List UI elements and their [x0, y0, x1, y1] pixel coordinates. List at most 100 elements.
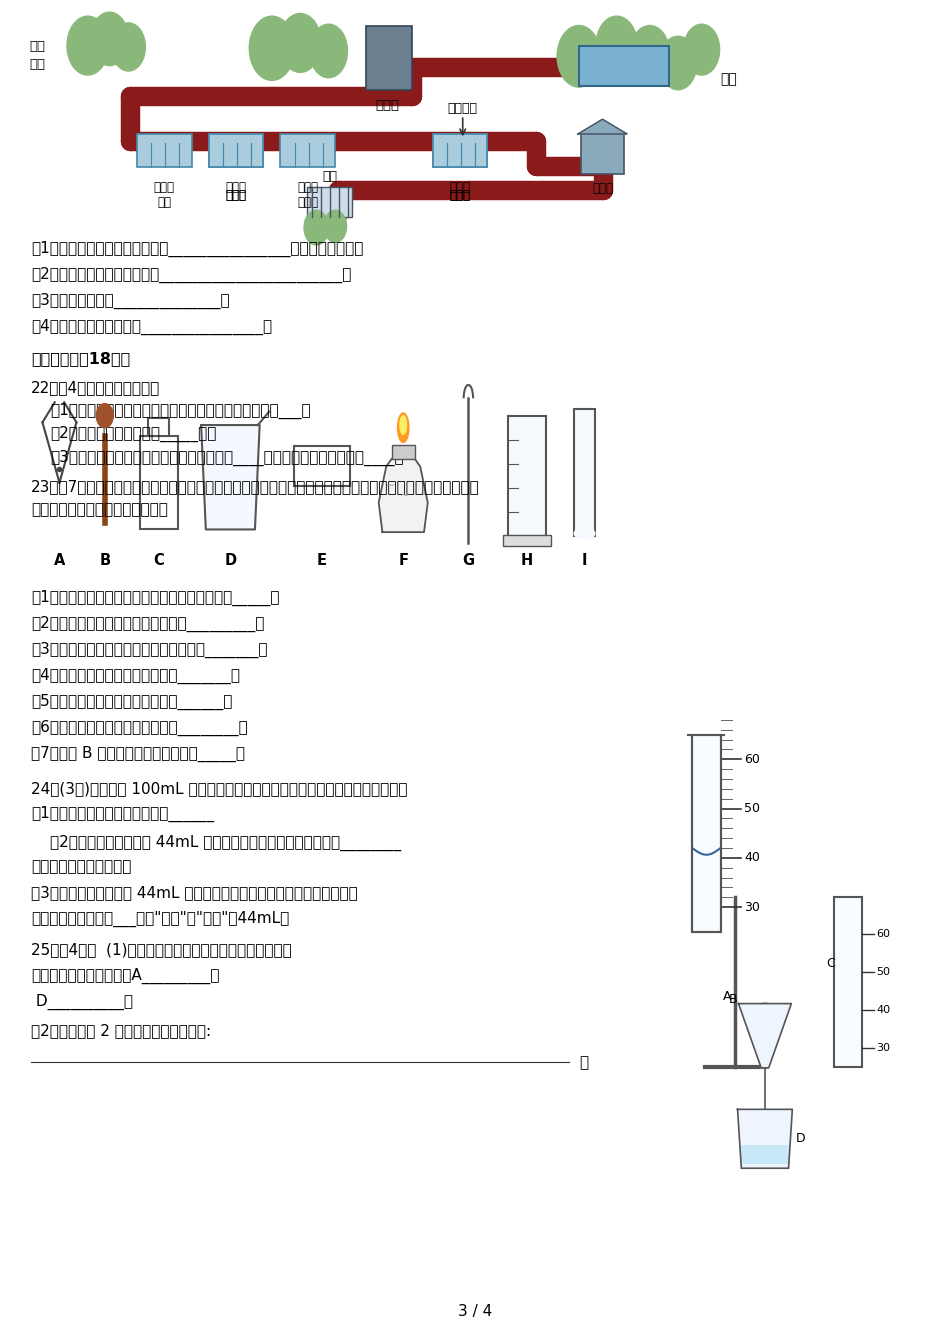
Bar [580, 134, 624, 175]
Text: （3）活性炭作用是______________；: （3）活性炭作用是______________； [31, 293, 230, 309]
Text: （1）自来水厂采用的净水方法有________________（答一个即可）；: （1）自来水厂采用的净水方法有________________（答一个即可）； [31, 241, 364, 257]
Text: （2）加絮凝剂（明矾）作用是________________________；: （2）加絮凝剂（明矾）作用是________________________； [31, 267, 352, 284]
Text: 〔3〕如果该同学在量取 44mL 该液体时，没有保持视线水平，而是仰视，: 〔3〕如果该同学在量取 44mL 该液体时，没有保持视线水平，而是仰视， [31, 886, 358, 900]
Text: I: I [581, 552, 587, 567]
Bar [694, 848, 719, 930]
Text: 择实验所用仪器的标号填在横线上: 择实验所用仪器的标号填在横线上 [31, 503, 168, 517]
Bar [137, 134, 192, 168]
Circle shape [684, 24, 719, 75]
Text: 23、〔7分〕掌握化学实验中常用仪器的特征和用途，有利于开展学习和研究．请从以下常见仪器图示中，选: 23、〔7分〕掌握化学实验中常用仪器的特征和用途，有利于开展学习和研究．请从以下… [31, 478, 480, 495]
Circle shape [249, 16, 294, 81]
Text: 〔2分〕图中有 2 处错误，说明改正方法:: 〔2分〕图中有 2 处错误，说明改正方法: [31, 1024, 211, 1039]
Bar [504, 535, 551, 546]
Text: C: C [153, 552, 164, 567]
Bar [834, 896, 863, 1067]
Text: 过滤池: 过滤池 [225, 181, 247, 194]
Bar [579, 46, 669, 86]
Bar [367, 26, 411, 90]
Bar [280, 134, 335, 168]
Text: 水库: 水库 [720, 73, 737, 86]
Text: 〔2〕该同学假设要量取 44mL 的液体，在上面的根底上，应该用________: 〔2〕该同学假设要量取 44mL 的液体，在上面的根底上，应该用________ [50, 835, 401, 851]
Text: D__________。: D__________。 [31, 995, 133, 1011]
Text: G: G [463, 552, 474, 567]
Text: E: E [317, 552, 327, 567]
Circle shape [67, 16, 108, 75]
Bar [693, 735, 720, 931]
Text: B: B [729, 993, 738, 1007]
Text: 〔2〕试管夹夹在离试管口_____处；: 〔2〕试管夹夹在离试管口_____处； [50, 426, 217, 442]
Ellipse shape [574, 528, 595, 539]
Text: 过滤池: 过滤池 [225, 190, 247, 202]
Text: 过滤池: 过滤池 [225, 190, 247, 202]
Text: F: F [398, 552, 408, 567]
Circle shape [310, 24, 348, 78]
Text: 〔1〕给试管里的液体加热时，液体不能超过试管容积的___；: 〔1〕给试管里的液体加热时，液体不能超过试管容积的___； [50, 403, 311, 419]
Text: 24、(3分)某同学用 100mL 的量筒量取一定液体的体积，如下图，答复以下问题：: 24、(3分)某同学用 100mL 的量筒量取一定液体的体积，如下图，答复以下问… [31, 781, 408, 796]
Text: 用户: 用户 [322, 171, 337, 183]
Text: 反应沉: 反应沉 [154, 181, 175, 194]
Text: D: D [796, 1132, 806, 1145]
Text: 加絮: 加絮 [29, 40, 46, 54]
Text: 〔1〕图中所表示的液体的体积是______: 〔1〕图中所表示的液体的体积是______ [31, 806, 215, 823]
Circle shape [630, 26, 670, 82]
Text: 〔1〕可以直接在酒精灯火焰上加热的玻璃仪器是_____；: 〔1〕可以直接在酒精灯火焰上加热的玻璃仪器是_____； [31, 590, 279, 606]
Text: 淀池: 淀池 [158, 196, 171, 208]
Text: 〔2〕镁带燃烧时，用来夹持镁带的是_________；: 〔2〕镁带燃烧时，用来夹持镁带的是_________； [31, 616, 264, 632]
Text: 3 / 4: 3 / 4 [458, 1304, 492, 1320]
Circle shape [659, 36, 697, 90]
Bar [140, 435, 178, 530]
Text: 投药消毒: 投药消毒 [447, 102, 478, 116]
Circle shape [90, 12, 128, 66]
Text: 〔7〕说出 B 在使用中的一条考前须知_____。: 〔7〕说出 B 在使用中的一条考前须知_____。 [31, 746, 245, 762]
Text: H: H [521, 552, 533, 567]
Text: ；: ； [579, 1055, 588, 1070]
Circle shape [596, 16, 637, 75]
Text: 〔3〕酒精灯内的酒精不能超过酒精灯容积的____，不能低于酒精灯容积的____。: 〔3〕酒精灯内的酒精不能超过酒精灯容积的____，不能低于酒精灯容积的____。 [50, 450, 404, 466]
Bar [740, 1145, 789, 1164]
Text: 30: 30 [877, 1043, 890, 1054]
Text: 〔5〕吸取和滴加少量液体试剂的是______；: 〔5〕吸取和滴加少量液体试剂的是______； [31, 694, 233, 710]
Text: （4）最后还要投药目的是________________。: （4）最后还要投药目的是________________。 [31, 320, 273, 336]
Text: 30: 30 [744, 900, 760, 914]
Polygon shape [578, 120, 627, 134]
Polygon shape [737, 1109, 792, 1168]
Text: 40: 40 [877, 1005, 890, 1015]
Bar [148, 418, 169, 435]
Ellipse shape [397, 413, 408, 442]
Text: 40: 40 [744, 851, 760, 864]
Text: 50: 50 [877, 968, 890, 977]
Text: 〔4〕取用粉末状固体药品用到的是_______；: 〔4〕取用粉末状固体药品用到的是_______； [31, 668, 240, 684]
Text: 〔3〕用酒精灯加热时需要垫上石棉网的是_______；: 〔3〕用酒精灯加热时需要垫上石棉网的是_______； [31, 642, 268, 659]
Bar [294, 446, 351, 487]
Circle shape [96, 403, 113, 427]
Circle shape [324, 210, 347, 242]
Bar [508, 415, 546, 536]
Text: 吸附池: 吸附池 [297, 196, 318, 208]
Bar [209, 134, 263, 168]
Text: 配水泵: 配水泵 [592, 183, 613, 195]
Text: ~: ~ [387, 481, 395, 492]
Text: 凝剂: 凝剂 [29, 58, 46, 71]
Text: 清水池: 清水池 [449, 181, 470, 194]
Circle shape [111, 23, 145, 71]
Text: 60: 60 [877, 930, 890, 939]
Text: 25、〔4分〕  (1)如右图是某学生设计的过滤操作示意图。: 25、〔4分〕 (1)如右图是某学生设计的过滤操作示意图。 [31, 942, 292, 957]
Bar [574, 409, 595, 536]
Polygon shape [379, 458, 428, 532]
Text: 22、〔4分〕完成以下各小题: 22、〔4分〕完成以下各小题 [31, 380, 161, 395]
Text: ~: ~ [399, 491, 408, 501]
Bar [835, 1003, 862, 1066]
Polygon shape [201, 425, 259, 530]
Circle shape [304, 210, 329, 245]
Text: D: D [224, 552, 237, 567]
Text: 活性炭: 活性炭 [297, 181, 318, 194]
Text: A: A [54, 552, 66, 567]
Bar [432, 134, 487, 168]
Bar [307, 187, 352, 216]
Text: 再向量筒中参加该液体．: 再向量筒中参加该液体． [31, 859, 131, 874]
Bar [432, 134, 487, 168]
Text: 50: 50 [744, 802, 760, 814]
Circle shape [279, 13, 321, 73]
Text: 那么量取的实际体积___（填"大于"或"小于"）44mL．: 那么量取的实际体积___（填"大于"或"小于"）44mL． [31, 911, 290, 927]
Text: 写出有标号仪器的名称：A_________；: 写出有标号仪器的名称：A_________； [31, 968, 219, 984]
